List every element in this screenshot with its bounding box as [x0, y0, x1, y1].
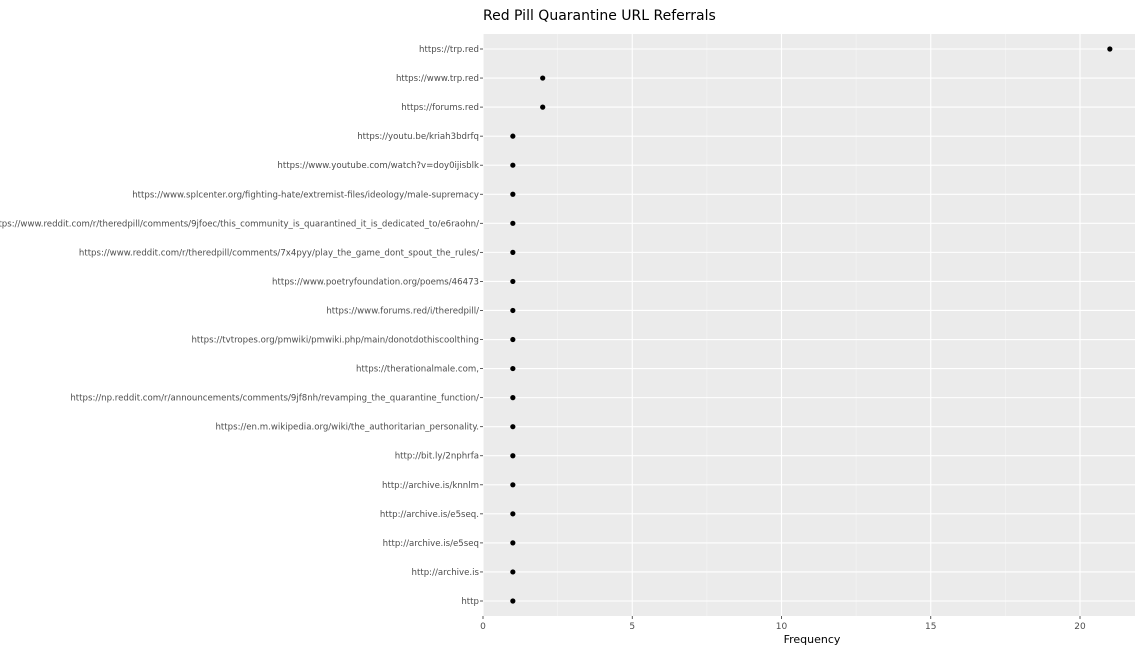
y-tick-label: https://www.reddit.com/r/theredpill/comm…: [0, 219, 479, 229]
y-tick-label: https://www.reddit.com/r/theredpill/comm…: [79, 248, 479, 258]
x-tick-label: 10: [776, 622, 788, 632]
data-point: [540, 75, 546, 81]
data-point: [510, 511, 516, 517]
y-axis: https://trp.red https://www.trp.red https:…: [0, 45, 483, 607]
y-tick-label: http://archive.is/e5seq.: [380, 510, 479, 520]
y-tick-label: https://np.reddit.com/r/announcements/co…: [70, 394, 479, 404]
data-point: [510, 540, 516, 546]
data-point: [510, 249, 516, 255]
y-tick-label: http://archive.is/e5seq: [383, 539, 479, 549]
data-point: [510, 453, 516, 459]
y-tick-label: https://www.youtube.com/watch?v=doy0ijis…: [277, 161, 479, 171]
gridlines: [482, 34, 1135, 616]
x-axis: 0 5 10 15 20: [480, 616, 1086, 632]
data-points: [510, 46, 1113, 604]
y-tick-label: https://en.m.wikipedia.org/wiki/the_auth…: [215, 423, 479, 433]
data-point: [540, 104, 546, 110]
data-point: [510, 191, 516, 197]
y-tick-label: http://bit.ly/2nphrfa: [395, 452, 479, 462]
plot-panel: [483, 34, 1135, 616]
y-tick-label: http://archive.is/knnlm: [382, 481, 479, 491]
chart-title: Red Pill Quarantine URL Referrals: [483, 8, 716, 24]
data-point: [510, 133, 516, 139]
data-point: [510, 482, 516, 488]
data-point: [510, 307, 516, 314]
y-tick-label: https://tvtropes.org/pmwiki/pmwiki.php/m…: [191, 336, 479, 346]
y-tick-label: https://www.poetryfoundation.org/poems/4…: [272, 277, 479, 287]
y-tick-label: https://trp.red: [419, 45, 479, 55]
x-tick-label: 0: [480, 622, 486, 632]
data-point: [510, 365, 516, 372]
data-point: [510, 278, 516, 285]
data-point: [510, 395, 516, 401]
y-tick-label: https://www.forums.red/i/theredpill/: [326, 306, 479, 316]
x-tick-label: 15: [925, 622, 936, 632]
y-tick-label: https://therationalmale.com,: [356, 365, 479, 375]
y-tick-label: http: [461, 597, 479, 607]
data-point: [510, 424, 516, 430]
data-point: [510, 336, 516, 343]
x-axis-title: Frequency: [784, 633, 841, 646]
data-point: [510, 162, 516, 168]
x-tick-label: 5: [629, 622, 635, 632]
data-point: [1107, 46, 1113, 52]
data-point: [510, 598, 516, 604]
data-point: [510, 569, 516, 575]
y-tick-label: https://forums.red: [401, 103, 479, 113]
data-point: [510, 220, 516, 226]
y-tick-label: https://www.splcenter.org/fighting-hate/…: [132, 190, 479, 200]
y-tick-label: https://www.trp.red: [396, 74, 479, 84]
y-tick-label: http://archive.is: [412, 568, 480, 578]
y-tick-label: https://youtu.be/kriah3bdrfq: [357, 132, 479, 142]
x-tick-label: 20: [1074, 622, 1086, 632]
